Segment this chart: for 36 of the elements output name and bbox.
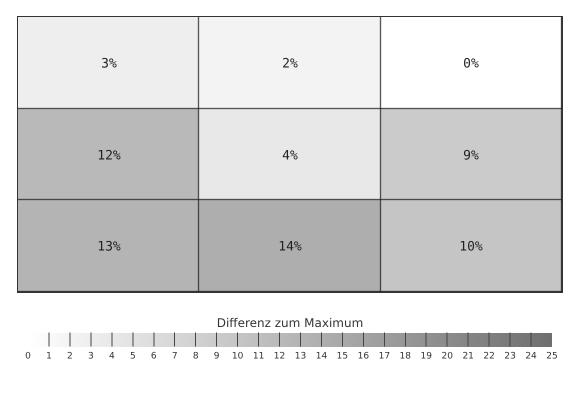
data-label: 14% xyxy=(278,240,302,255)
data-label: 12% xyxy=(97,148,121,164)
color-bar-label: 8 xyxy=(192,351,199,362)
color-bar-label: 16 xyxy=(358,351,370,362)
color-bar-label: 7 xyxy=(172,351,178,362)
color-bar-label: 20 xyxy=(441,351,454,362)
color-bar-label: 4 xyxy=(108,351,115,362)
color-bar-label: 10 xyxy=(232,351,244,362)
color-bar-label: 15 xyxy=(336,351,348,362)
data-label: 3% xyxy=(101,56,117,72)
color-bar-label: 14 xyxy=(316,351,328,362)
data-label: 2% xyxy=(282,56,298,72)
color-bar-label: 19 xyxy=(420,351,432,362)
color-bar-label: 23 xyxy=(504,351,516,362)
color-bar-label: 24 xyxy=(525,351,538,362)
color-bar-label: 9 xyxy=(214,351,220,362)
data-label: 10% xyxy=(459,240,483,255)
color-bar-label: 6 xyxy=(150,351,157,362)
data-label: 13% xyxy=(97,240,121,255)
color-bar-label: 0 xyxy=(25,351,32,362)
data-label: 4% xyxy=(282,148,298,164)
color-bar-label: 5 xyxy=(130,351,136,362)
color-bar-label: 2 xyxy=(67,351,73,362)
color-bar-label: 12 xyxy=(274,351,286,362)
data-label: 0% xyxy=(463,56,479,72)
color-bar-label: 22 xyxy=(483,351,495,362)
color-bar-label: 3 xyxy=(88,351,94,362)
color-bar-label: 21 xyxy=(462,351,474,362)
color-bar-label: 25 xyxy=(546,351,558,362)
color-bar-title: Differenz zum Maximum xyxy=(216,316,364,330)
data-label: 9% xyxy=(463,148,479,164)
color-bar-label: 18 xyxy=(400,351,412,362)
color-bar-label: 17 xyxy=(378,351,390,362)
color-bar-label: 1 xyxy=(46,351,52,362)
color-bar-label: 13 xyxy=(294,351,306,362)
color-bar-label: 11 xyxy=(252,351,264,362)
